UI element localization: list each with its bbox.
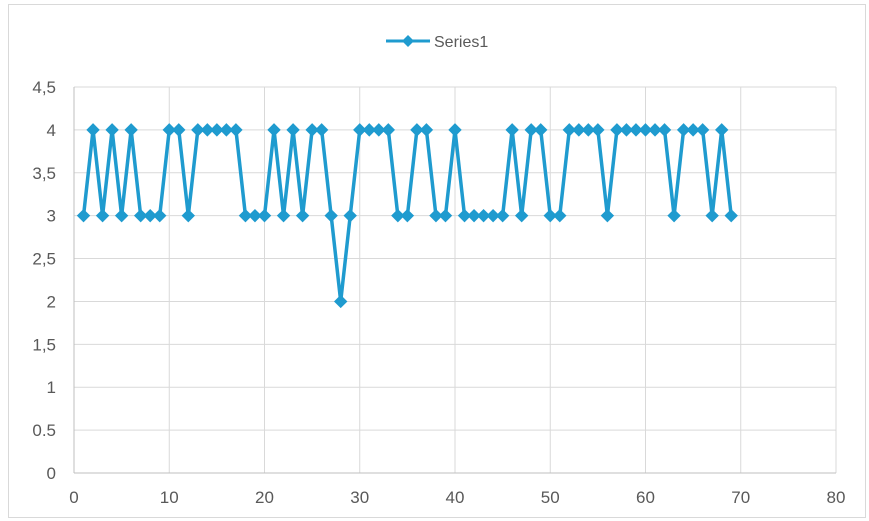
y-tick-label: 4 xyxy=(47,121,56,140)
y-tick-label: 1 xyxy=(47,378,56,397)
x-axis-tick-labels: 0 10 20 30 40 50 60 70 80 xyxy=(69,488,845,507)
y-tick-label: 3 xyxy=(47,207,56,226)
data-point-marker xyxy=(448,123,462,137)
data-point-marker xyxy=(172,123,186,137)
x-tick-label: 60 xyxy=(636,488,655,507)
data-point-marker xyxy=(257,208,272,223)
data-point-marker xyxy=(572,123,586,137)
data-point-marker xyxy=(429,208,443,223)
data-point-marker xyxy=(638,123,653,137)
data-point-marker xyxy=(657,123,672,137)
data-point-marker xyxy=(562,123,577,137)
data-point-marker xyxy=(105,123,119,137)
data-point-marker xyxy=(629,123,643,137)
data-point-marker xyxy=(457,208,472,223)
data-point-marker xyxy=(191,123,205,137)
x-tick-label: 80 xyxy=(827,488,846,507)
data-point-marker xyxy=(505,123,519,137)
data-point-marker xyxy=(686,123,700,137)
data-point-marker xyxy=(305,123,319,137)
data-point-marker xyxy=(391,208,405,223)
data-point-marker xyxy=(353,123,367,137)
y-tick-label: 2 xyxy=(47,292,56,311)
data-point-marker xyxy=(610,123,624,137)
data-point-marker xyxy=(295,208,310,223)
axes xyxy=(73,87,836,474)
data-point-marker xyxy=(486,208,500,223)
series-layer xyxy=(76,123,738,309)
x-tick-label: 0 xyxy=(69,488,78,507)
data-point-marker xyxy=(333,294,348,309)
data-point-marker xyxy=(286,123,300,137)
x-tick-label: 40 xyxy=(446,488,465,507)
x-tick-label: 70 xyxy=(731,488,750,507)
data-point-marker xyxy=(705,208,719,223)
data-point-marker xyxy=(343,208,357,223)
data-point-marker xyxy=(133,208,148,223)
y-tick-label: 2,5 xyxy=(32,250,56,269)
y-tick-label: 1,5 xyxy=(32,335,56,354)
x-tick-label: 10 xyxy=(160,488,179,507)
data-point-marker xyxy=(324,208,338,223)
data-point-marker xyxy=(581,123,596,137)
data-point-marker xyxy=(76,208,91,223)
data-point-marker xyxy=(381,123,396,137)
data-point-marker xyxy=(267,123,281,137)
data-point-marker xyxy=(143,208,157,223)
data-point-marker xyxy=(476,208,491,223)
data-point-marker xyxy=(591,123,605,137)
data-point-marker xyxy=(714,123,729,137)
data-point-marker xyxy=(524,123,538,137)
data-point-marker xyxy=(724,208,738,223)
data-point-marker xyxy=(276,208,291,223)
data-point-marker xyxy=(534,123,548,137)
data-point-marker xyxy=(695,123,710,137)
data-point-marker xyxy=(619,123,634,137)
data-point-marker xyxy=(495,208,510,223)
data-point-marker xyxy=(238,208,253,223)
y-tick-label: 0.5 xyxy=(32,421,56,440)
data-point-marker xyxy=(648,123,662,137)
data-point-marker xyxy=(248,208,262,223)
data-point-marker xyxy=(467,208,481,223)
data-point-marker xyxy=(400,208,415,223)
data-point-marker xyxy=(86,123,100,137)
chart-frame xyxy=(8,4,866,518)
y-tick-label: 3,5 xyxy=(32,164,56,183)
data-point-marker xyxy=(210,123,224,137)
data-point-marker xyxy=(667,208,681,223)
x-tick-label: 50 xyxy=(541,488,560,507)
data-point-marker xyxy=(124,123,138,137)
data-point-marker xyxy=(600,208,615,223)
data-point-marker xyxy=(162,123,176,137)
data-point-marker xyxy=(229,123,243,137)
data-point-marker xyxy=(514,208,529,223)
data-point-marker xyxy=(314,123,329,137)
data-point-marker xyxy=(372,123,386,137)
legend-label-series1: Series1 xyxy=(434,34,488,51)
data-point-marker xyxy=(438,208,453,223)
data-point-marker xyxy=(410,123,424,137)
data-point-marker xyxy=(543,208,557,223)
data-point-marker xyxy=(219,123,234,137)
data-point-marker xyxy=(362,123,376,137)
legend: Series1 xyxy=(386,34,488,51)
data-point-marker xyxy=(181,208,196,223)
legend-diamond-marker xyxy=(402,35,414,47)
data-point-marker xyxy=(553,208,567,223)
y-tick-label: 4,5 xyxy=(32,78,56,97)
data-point-marker xyxy=(200,123,215,137)
data-point-marker xyxy=(419,123,434,137)
data-point-marker xyxy=(95,208,110,223)
x-tick-label: 20 xyxy=(255,488,274,507)
y-axis-tick-labels: 0 0.5 1 1,5 2 2,5 3 3,5 4 4,5 xyxy=(32,78,56,483)
x-tick-label: 30 xyxy=(350,488,369,507)
data-point-marker xyxy=(153,208,167,223)
y-tick-label: 0 xyxy=(47,464,56,483)
data-point-marker xyxy=(676,123,691,137)
data-point-marker xyxy=(114,208,129,223)
